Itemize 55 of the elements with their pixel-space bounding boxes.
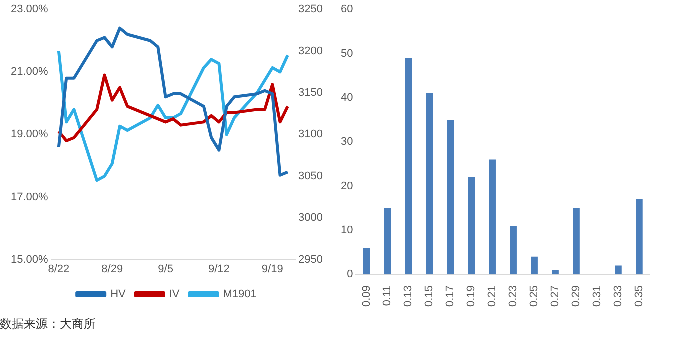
x-tick-label: 0.35: [634, 286, 646, 308]
bar: [489, 160, 496, 275]
legend-label: HV: [110, 288, 127, 301]
legend-label: IV: [169, 288, 180, 301]
y2-tick-label: 3000: [298, 212, 324, 224]
bar: [636, 200, 643, 275]
y2-tick-label: 2950: [298, 254, 324, 266]
x-tick-label: 0.09: [360, 286, 373, 308]
y-tick-label: 23.00%: [10, 4, 49, 16]
y-tick-label: 21.00%: [10, 66, 49, 78]
y-tick-label: 20: [340, 180, 354, 192]
bar: [426, 94, 434, 275]
x-tick-label: 9/19: [262, 263, 284, 276]
x-tick-label: 9/5: [158, 263, 174, 276]
y-tick-label: 15.00%: [10, 254, 49, 266]
y2-tick-label: 3200: [298, 45, 324, 58]
x-tick-label: 9/12: [208, 263, 230, 276]
x-tick-label: 0.25: [528, 286, 541, 308]
y-tick-label: 17.00%: [10, 191, 49, 204]
bar: [468, 177, 475, 275]
y2-tick-label: 3050: [298, 170, 324, 182]
y-tick-label: 60: [340, 4, 354, 16]
x-tick-label: 8/22: [48, 263, 70, 276]
y-tick-label: 30: [340, 136, 354, 148]
x-tick-label: 0.29: [570, 286, 583, 308]
bar: [405, 58, 412, 275]
y-tick-label: 19.00%: [10, 128, 49, 141]
x-tick-label: 0.15: [424, 286, 436, 308]
bar: [510, 226, 517, 275]
y2-tick-label: 3150: [298, 87, 324, 100]
y-tick-label: 0: [347, 268, 354, 281]
bar: [573, 208, 580, 275]
x-tick-label: 0.17: [444, 286, 457, 308]
x-tick-label: 8/29: [102, 263, 124, 276]
x-tick-label: 0.19: [466, 286, 478, 308]
x-tick-label: 0.21: [486, 286, 499, 308]
bar: [363, 248, 370, 275]
x-tick-label: 0.11: [382, 286, 394, 306]
legend-label: M1901: [223, 288, 257, 301]
x-tick-label: 0.27: [550, 286, 562, 308]
bar: [384, 208, 392, 275]
y-tick-label: 50: [340, 48, 354, 60]
y2-tick-label: 3250: [298, 4, 324, 16]
y-tick-label: 40: [340, 92, 354, 104]
x-tick-label: 0.31: [592, 286, 604, 308]
bar: [615, 266, 622, 275]
x-tick-label: 0.23: [508, 286, 520, 308]
bar: [531, 256, 538, 275]
x-tick-label: 0.33: [612, 286, 625, 308]
source-note: 数据来源：大商所: [0, 316, 97, 333]
x-tick-label: 0.13: [402, 286, 415, 308]
y2-tick-label: 3100: [298, 128, 324, 141]
bar: [447, 120, 454, 275]
y-tick-label: 10: [340, 224, 354, 236]
bar: [552, 270, 559, 275]
